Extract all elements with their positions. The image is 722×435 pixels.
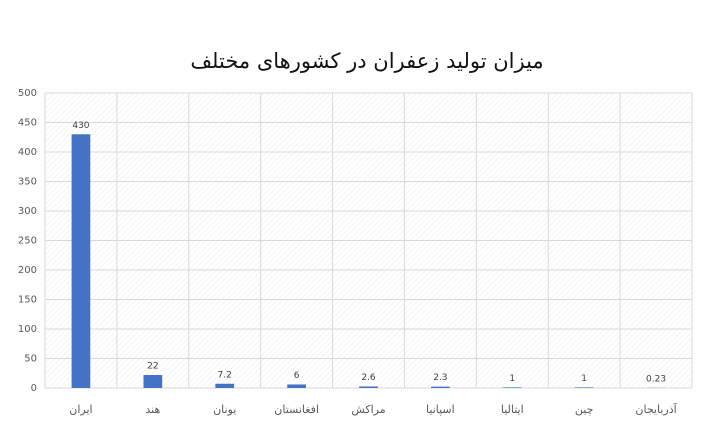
bar — [71, 134, 91, 388]
y-tick-label: 400 — [18, 147, 37, 158]
y-tick-label: 350 — [18, 177, 37, 188]
y-tick-label: 150 — [18, 295, 37, 306]
bar — [431, 386, 450, 388]
data-label: 430 — [72, 121, 89, 131]
data-label: 6 — [294, 371, 300, 381]
x-tick-label: یونان — [213, 403, 236, 416]
data-label: 2.6 — [361, 373, 376, 383]
x-tick-label: افغانستان — [274, 403, 319, 416]
y-tick-label: 200 — [18, 265, 37, 276]
y-tick-label: 250 — [18, 236, 37, 247]
y-tick-label: 300 — [18, 206, 37, 217]
bar — [287, 384, 306, 388]
data-label: 7.2 — [218, 370, 232, 380]
data-label: 1 — [509, 374, 515, 384]
x-tick-label: آذربایجان — [635, 402, 677, 416]
y-tick-label: 0 — [31, 383, 37, 394]
x-tick-label: ایران — [69, 403, 92, 416]
bar — [502, 387, 522, 388]
bar — [359, 386, 378, 388]
x-tick-label: ایتالیا — [501, 403, 524, 416]
data-label: 1 — [581, 374, 587, 384]
y-tick-label: 500 — [18, 88, 37, 99]
x-tick-label: هند — [145, 403, 160, 416]
x-tick-label: چین — [575, 403, 594, 416]
y-tick-label: 50 — [24, 354, 37, 365]
y-tick-label: 100 — [18, 324, 37, 335]
data-label: 0.23 — [646, 374, 666, 384]
bar — [215, 383, 235, 388]
data-label: 2.3 — [433, 373, 447, 383]
data-label: 22 — [147, 362, 158, 372]
x-tick-label: مراکش — [351, 403, 385, 416]
chart-title: میزان تولید زعفران در کشورهای مختلف — [190, 49, 543, 73]
bar — [574, 387, 594, 388]
y-tick-label: 450 — [18, 118, 37, 129]
x-tick-label: اسپانیا — [426, 403, 455, 416]
bar — [143, 375, 163, 388]
